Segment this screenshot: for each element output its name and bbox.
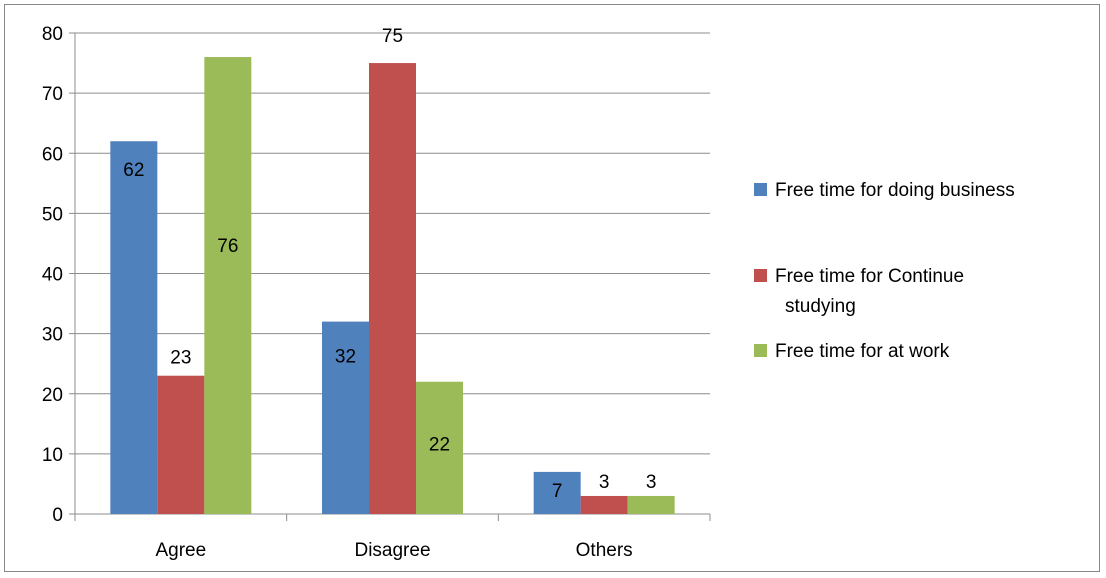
x-axis-tick-labels: Agree Disagree Others	[155, 540, 632, 561]
data-label: 76	[217, 236, 238, 257]
y-axis-tick-labels: 0 10 20 30 40 50 60 70 80	[42, 24, 63, 526]
y-tick-label: 80	[42, 24, 63, 45]
legend-label: Free time for doing business	[775, 180, 1015, 201]
data-label: 3	[646, 472, 657, 493]
legend-swatch	[754, 183, 767, 196]
legend-swatch	[754, 269, 767, 282]
bar	[157, 375, 205, 514]
legend-label: Free time for Continue studying	[775, 266, 964, 317]
bar	[110, 141, 158, 514]
bar	[580, 495, 628, 514]
y-tick-label: 60	[42, 144, 63, 165]
legend: Free time for doing business Free time fo…	[754, 180, 1015, 362]
bar	[627, 495, 675, 514]
data-label: 32	[335, 347, 356, 368]
data-label: 62	[123, 160, 144, 181]
y-tick-label: 10	[42, 445, 63, 466]
y-tick-label: 70	[42, 84, 63, 105]
bars	[110, 57, 675, 515]
x-tick-label: Agree	[155, 540, 206, 561]
data-label: 7	[552, 481, 563, 502]
bar	[369, 63, 416, 514]
legend-label: Free time for at work	[775, 341, 950, 362]
y-tick-label: 20	[42, 385, 63, 406]
bar	[416, 381, 463, 514]
data-label: 23	[170, 348, 191, 369]
y-tick-label: 0	[52, 505, 63, 526]
x-tick-label: Others	[576, 540, 633, 561]
bar	[533, 471, 581, 514]
y-tick-label: 50	[42, 204, 63, 225]
data-label: 22	[429, 435, 450, 456]
bar	[322, 321, 369, 514]
y-tick-label: 30	[42, 325, 63, 346]
y-tick-label: 40	[42, 265, 63, 286]
data-label: 75	[382, 26, 403, 47]
legend-swatch	[754, 344, 767, 357]
data-label: 3	[599, 472, 610, 493]
x-tick-label: Disagree	[354, 540, 430, 561]
bar	[204, 57, 252, 515]
data-labels: 62 23 76 32 75 22 7 3 3	[123, 26, 656, 502]
